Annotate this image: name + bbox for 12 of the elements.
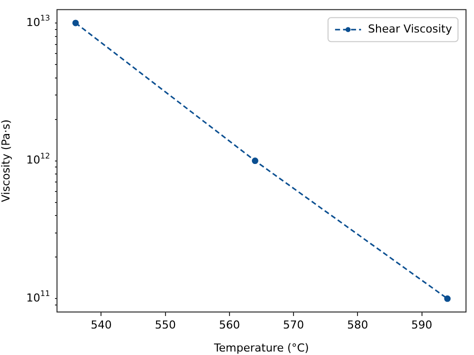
x-tick-label: 570 [283, 318, 304, 332]
x-tick-label: 590 [411, 318, 432, 332]
x-tick-label: 550 [154, 318, 176, 332]
point [444, 295, 451, 302]
point [252, 158, 258, 164]
x-tick-label: 540 [90, 318, 112, 332]
x-tick-label: 560 [218, 318, 240, 332]
x-axis-title: Temperature (°C) [213, 341, 309, 354]
point [72, 20, 79, 26]
y-axis-title: Viscosity (Pa·s) [0, 119, 12, 202]
legend-label: Shear Viscosity [368, 22, 452, 36]
x-tick-label: 580 [347, 318, 368, 332]
